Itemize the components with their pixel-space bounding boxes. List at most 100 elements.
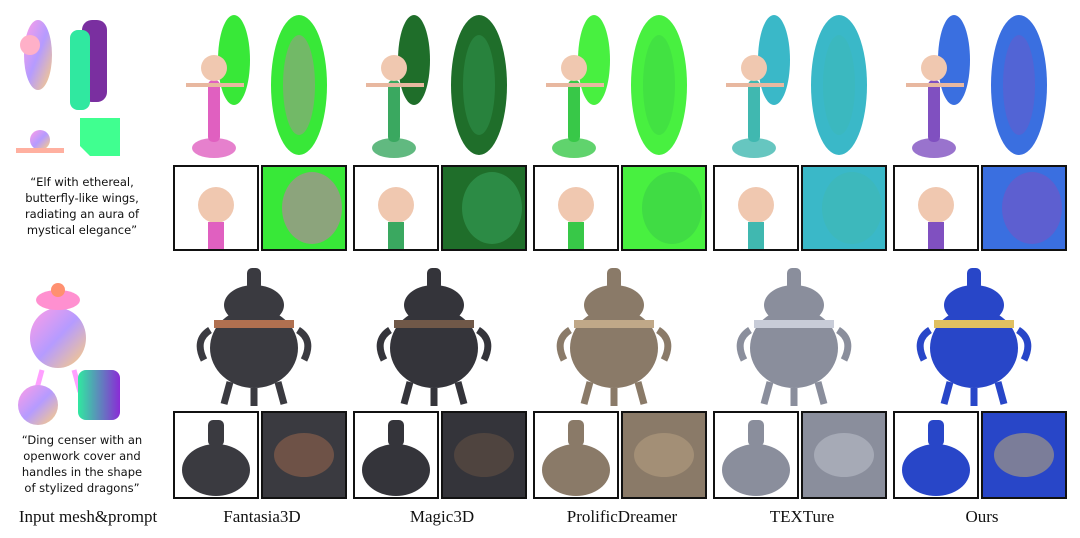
crop-pattern [994, 433, 1054, 477]
elf-head [561, 55, 587, 81]
censer-handles [556, 327, 672, 362]
elf-wing-back-inner [463, 35, 495, 135]
censer-knob [607, 268, 621, 290]
crop-bg [801, 411, 887, 499]
crop-wing [1002, 172, 1062, 244]
input-meshes [16, 20, 120, 425]
crop-censer [722, 444, 790, 496]
crop-pattern [814, 433, 874, 477]
censer-lid [944, 285, 1004, 325]
censer-knob [967, 268, 981, 290]
method-columns [173, 15, 1067, 499]
censer-knob [247, 268, 261, 290]
elf-wing-back-inner [823, 35, 855, 135]
crop-knob [748, 420, 764, 446]
column-label: Ours [965, 507, 998, 526]
censer-lid [224, 285, 284, 325]
crop-wing [282, 172, 342, 244]
crop-knob [208, 420, 224, 446]
censer-legs [400, 381, 468, 406]
elf-base [192, 138, 236, 158]
crop-bg [441, 411, 527, 499]
censer-rim [754, 320, 834, 328]
crop-torso [568, 222, 584, 249]
elf-base [732, 138, 776, 158]
elf-wing-back-inner [643, 35, 675, 135]
crop-wing [822, 172, 882, 244]
crop-face [918, 187, 954, 223]
censer-rim [214, 320, 294, 328]
prompt-line: mystical elegance” [27, 223, 137, 237]
elf-head [921, 55, 947, 81]
censer-legs [580, 381, 648, 406]
crop-censer [542, 444, 610, 496]
crop-face [378, 187, 414, 223]
crop-torso [928, 222, 944, 249]
elf-head [201, 55, 227, 81]
crop-pattern [454, 433, 514, 477]
crop-bg [981, 411, 1067, 499]
elf-wing-back [631, 15, 687, 155]
prompt-line: openwork cover and [23, 449, 140, 463]
crop-bg [621, 411, 707, 499]
censer-legs [940, 381, 1008, 406]
elf-body [928, 80, 940, 142]
crop-pattern [274, 433, 334, 477]
crop-torso [388, 222, 404, 249]
censer-rim [394, 320, 474, 328]
censer-legs [760, 381, 828, 406]
censer-legs [220, 381, 288, 406]
elf-wing [758, 15, 790, 105]
crop-knob [388, 420, 404, 446]
crop-censer [902, 444, 970, 496]
censer-knob [787, 268, 801, 290]
elf-body [208, 80, 220, 142]
censer-knob [427, 268, 441, 290]
crop-censer [362, 444, 430, 496]
elf-base [912, 138, 956, 158]
censer-handles [376, 327, 492, 362]
elf-wing-back [991, 15, 1047, 155]
crop-knob [928, 420, 944, 446]
column-label: ProlificDreamer [567, 507, 678, 526]
elf-wing [218, 15, 250, 105]
prompt-line: radiating an aura of [25, 207, 140, 221]
crop-wing [462, 172, 522, 244]
elf-wing-back-inner [283, 35, 315, 135]
elf-wing [398, 15, 430, 105]
elf-head [741, 55, 767, 81]
censer-handles [916, 327, 1032, 362]
elf-wing [938, 15, 970, 105]
elf-base [372, 138, 416, 158]
elf-body [388, 80, 400, 142]
prompt-line: butterfly-like wings, [25, 191, 139, 205]
elf-wing-back-inner [1003, 35, 1035, 135]
elf-head [381, 55, 407, 81]
censer-lid [404, 285, 464, 325]
crop-torso [748, 222, 764, 249]
column-label: Fantasia3D [223, 507, 300, 526]
prompt-line: of stylized dragons” [24, 481, 139, 495]
elf-body [568, 80, 580, 142]
crop-torso [208, 222, 224, 249]
column-label: Magic3D [410, 507, 474, 526]
censer-handles [196, 327, 312, 362]
censer-lid [584, 285, 644, 325]
column-label: Input mesh&prompt [19, 507, 158, 526]
censer-rim [574, 320, 654, 328]
crop-knob [568, 420, 584, 446]
elf-base [552, 138, 596, 158]
elf-wing [578, 15, 610, 105]
prompt-line: “Ding censer with an [22, 433, 142, 447]
censer-lid [764, 285, 824, 325]
crop-face [738, 187, 774, 223]
censer-rim [934, 320, 1014, 328]
column-labels: Input mesh&prompt Fantasia3D Magic3D Prolif… [19, 507, 999, 526]
censer-handles [736, 327, 852, 362]
crop-pattern [634, 433, 694, 477]
elf-wing-back [451, 15, 507, 155]
crop-face [558, 187, 594, 223]
column-label: TEXTure [770, 507, 835, 526]
crop-face [198, 187, 234, 223]
